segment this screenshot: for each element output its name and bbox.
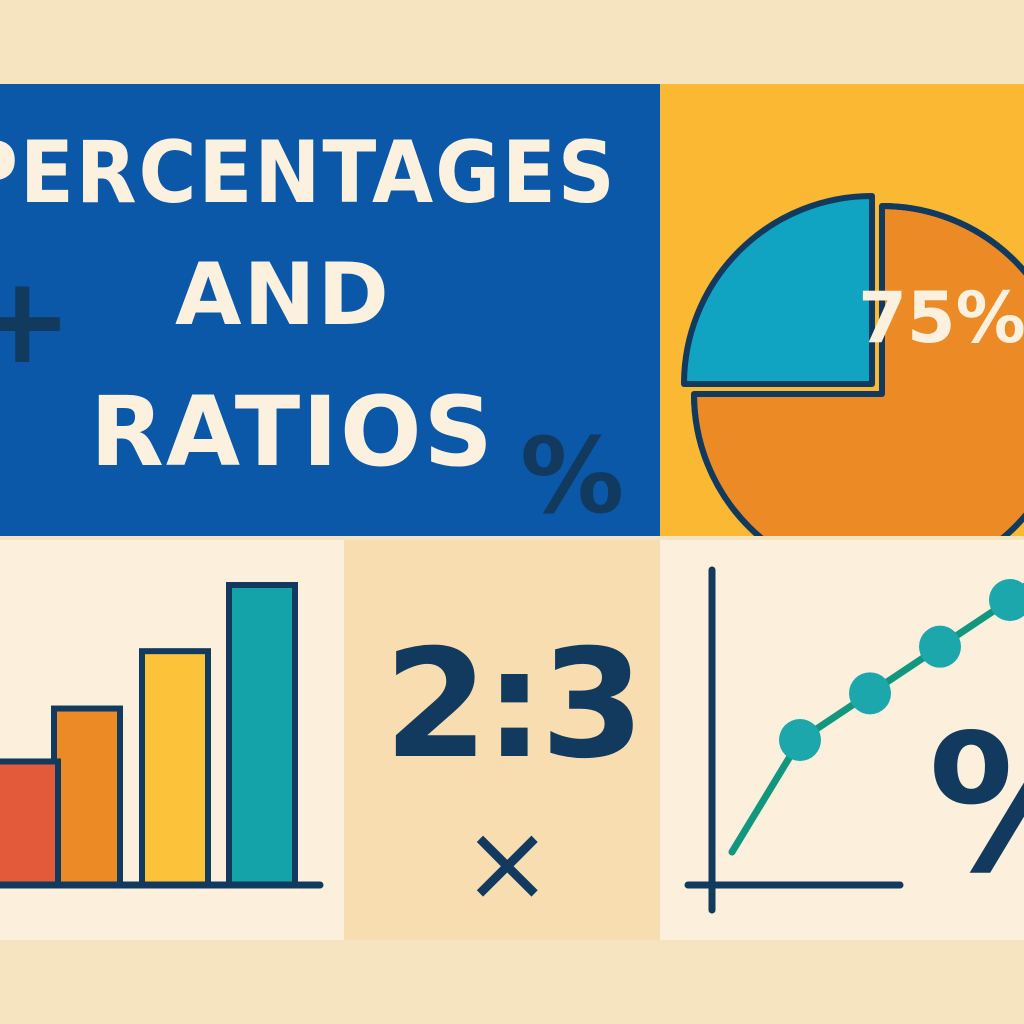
pie-label: 75%	[858, 277, 1024, 359]
ratio-text: 2:3	[384, 618, 645, 792]
bar-1	[0, 758, 61, 888]
pie-chart-panel: 75%	[660, 84, 1024, 536]
percent-icon-large: %	[928, 710, 1024, 900]
trend-point-2	[849, 672, 891, 715]
title-line-3: RATIOS	[90, 376, 495, 488]
bar-chart-panel	[0, 540, 344, 940]
line-chart	[684, 566, 1024, 914]
title-line-2: AND	[175, 245, 391, 345]
title-panel: PERCENTAGES AND RATIOS + %	[0, 84, 660, 536]
trend-point-4	[989, 579, 1024, 621]
bar-3	[139, 648, 211, 888]
trend-point-1	[779, 719, 821, 761]
pie-slice-small	[681, 193, 875, 387]
pie-outline	[691, 203, 1024, 536]
bar-2	[51, 705, 123, 888]
bar-4	[226, 582, 298, 888]
title-line-1: PERCENTAGES	[0, 123, 617, 223]
ratio-panel: 2:3 ×	[344, 540, 660, 940]
bar-chart	[0, 582, 324, 889]
times-icon: ×	[462, 801, 553, 926]
trend-point-3	[919, 625, 961, 668]
line-chart-panel: %	[660, 540, 1024, 940]
pie-chart: 75%	[681, 193, 1024, 536]
trend-points	[779, 579, 1024, 761]
plus-icon: +	[0, 252, 73, 391]
percent-icon: %	[520, 415, 625, 536]
